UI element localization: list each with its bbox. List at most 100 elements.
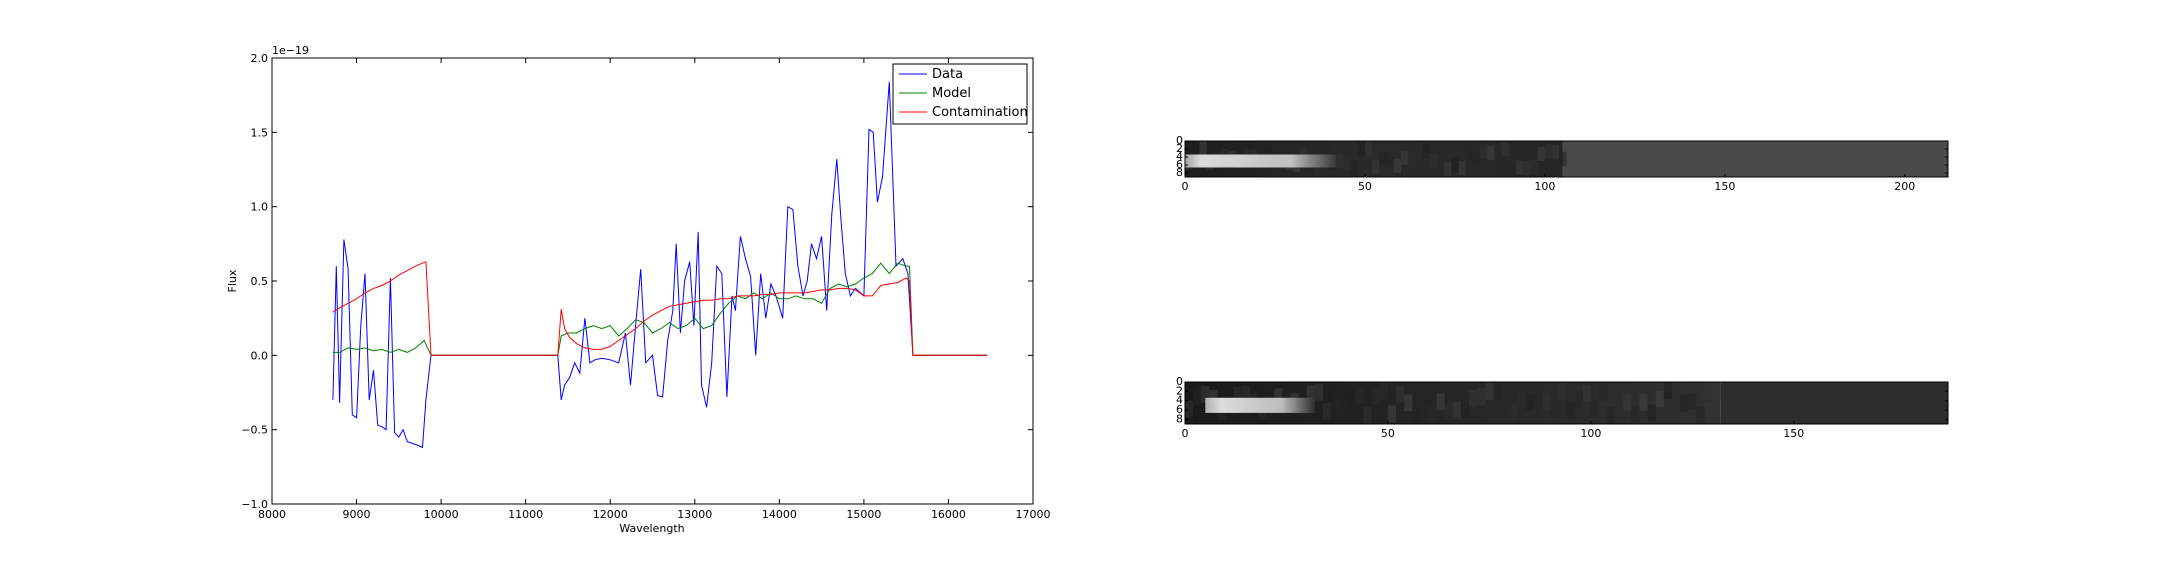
image-noise-pixel (1331, 398, 1340, 416)
image-noise-pixel (1343, 155, 1351, 171)
image-y-tick-label: 8 (1176, 412, 1183, 425)
image-noise-pixel (1355, 386, 1364, 404)
image-noise-pixel (1322, 402, 1332, 420)
image-y-tick-label: 4 (1176, 394, 1183, 407)
image-empty-region (1720, 382, 1948, 424)
image-bottom-frame (1184, 381, 1949, 425)
x-tick-label: 10000 (424, 508, 459, 521)
image-noise-pixel (1314, 383, 1323, 401)
image-noise-pixel (1199, 141, 1207, 156)
image-noise-pixel (1623, 394, 1632, 412)
spectrum-plot: 8000 9000 10000 11000 12000 13000 14000 15000 16… (226, 44, 1051, 535)
image-noise-pixel (1501, 141, 1509, 157)
image-y-tick-label: 0 (1176, 375, 1183, 388)
y-tick-label: 2.0 (251, 52, 269, 65)
image-noise-pixel (1400, 150, 1409, 166)
legend-label-contamination: Contamination (932, 105, 1028, 120)
y-axis-label: Flux (226, 269, 239, 292)
image-noise-pixel (1387, 405, 1397, 423)
image-noise-pixel (1314, 162, 1322, 177)
image-noise-pixel (1501, 399, 1510, 417)
image-noise-pixel (1347, 388, 1356, 406)
image-noise-pixel (1552, 145, 1560, 160)
image-noise-pixel (1472, 151, 1481, 166)
image-y-tick-label: 4 (1176, 150, 1183, 163)
image-x-tick-label: 200 (1894, 180, 1915, 193)
image-noise-pixel (1566, 402, 1575, 419)
y-tick-label: 0.0 (251, 349, 269, 362)
image-noise-pixel (1537, 146, 1545, 161)
image-noise-pixel (1422, 144, 1430, 159)
series-line-model (332, 262, 988, 356)
image-noise-pixel (1386, 152, 1394, 168)
image-noise-pixel (1480, 144, 1488, 159)
image-noise-pixel (1525, 394, 1535, 411)
image-noise-pixel (1415, 142, 1423, 158)
image-noise-pixel (1542, 393, 1551, 410)
image-noise-pixel (1523, 161, 1531, 176)
image-x-tick-label: 150 (1783, 427, 1804, 440)
x-tick-label: 12000 (593, 508, 628, 521)
image-noise-pixel (1420, 386, 1429, 404)
image-noise-pixel (1485, 383, 1494, 400)
image-y-tick-label: 2 (1176, 142, 1183, 155)
image-noise-pixel (1494, 142, 1502, 158)
x-tick-label: 9000 (343, 508, 371, 521)
image-noise-pixel (1282, 389, 1291, 406)
spectrum-ticks: 8000 9000 10000 11000 12000 13000 14000 15000 16… (241, 52, 1050, 521)
series-line-data (332, 81, 988, 449)
y-tick-label: −0.5 (241, 424, 268, 437)
x-tick-label: 15000 (846, 508, 881, 521)
legend-label-data: Data (932, 67, 963, 82)
image-noise-pixel (1193, 388, 1202, 406)
image-noise-pixel (1469, 390, 1478, 407)
image-noise-pixel (1607, 406, 1616, 424)
image-spectral-trace (1205, 397, 1315, 413)
spectrum-lines (332, 81, 988, 449)
image-noise-pixel (1379, 151, 1387, 167)
image-noise-pixel (1321, 146, 1329, 161)
image-noise-pixel (1712, 383, 1721, 401)
image-noise-pixel (1274, 388, 1283, 406)
y-tick-label: 1.0 (251, 201, 269, 214)
image-top-frame (1184, 140, 1949, 178)
image-noise-pixel (1428, 406, 1437, 424)
image-noise-pixel (1631, 405, 1640, 423)
image-noise-pixel (1408, 154, 1416, 169)
image-spectral-trace (1185, 154, 1337, 168)
image-y-tick-label: 6 (1176, 158, 1183, 171)
image-x-tick-label: 50 (1381, 427, 1395, 440)
image-noise-pixel (1647, 404, 1656, 422)
image-noise-pixel (1493, 382, 1502, 400)
image-noise-pixel (1436, 393, 1445, 411)
image-noise-pixel (1615, 394, 1624, 411)
image-noise-pixel (1598, 384, 1608, 402)
image-x-tick-label: 100 (1580, 427, 1601, 440)
image-noise-pixel (1460, 399, 1470, 417)
x-axis-label: Wavelength (619, 522, 684, 535)
image-y-tick-label: 8 (1176, 166, 1183, 179)
image-noise-pixel (1534, 391, 1543, 409)
y-tick-label: −1.0 (241, 498, 268, 511)
x-tick-label: 13000 (677, 508, 712, 521)
image-noise-pixel (1393, 158, 1401, 174)
image-top-pixels (1185, 141, 1948, 177)
image-noise-pixel (1655, 390, 1664, 408)
x-tick-label: 11000 (508, 508, 543, 521)
x-tick-label: 14000 (762, 508, 797, 521)
image-noise-pixel (1404, 394, 1413, 412)
image-noise-pixel (1339, 402, 1348, 420)
image-noise-pixel (1429, 153, 1437, 169)
x-tick-label: 8000 (258, 508, 286, 521)
x-tick-label: 17000 (1016, 508, 1051, 521)
image-y-tick-label: 0 (1176, 134, 1183, 147)
image-noise-pixel (1364, 141, 1373, 156)
image-noise-pixel (1185, 400, 1194, 418)
image-noise-pixel (1663, 382, 1673, 400)
image-noise-pixel (1672, 397, 1681, 415)
image-noise-pixel (1550, 404, 1559, 422)
image-noise-pixel (1451, 157, 1459, 172)
image-x-tick-label: 0 (1182, 427, 1189, 440)
legend-label-model: Model (932, 86, 971, 101)
